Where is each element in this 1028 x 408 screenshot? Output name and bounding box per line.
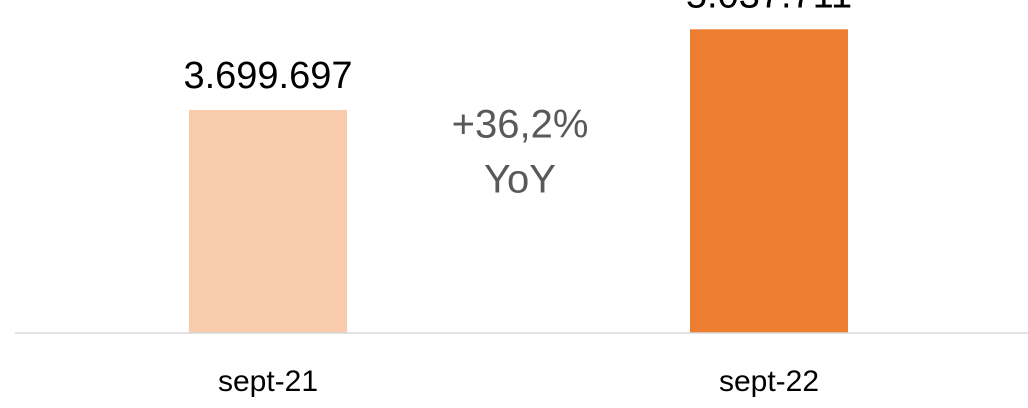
x-tick-label: sept-21 bbox=[218, 365, 318, 398]
value-label: 3.699.697 bbox=[183, 55, 352, 97]
value-label: 5.037.711 bbox=[686, 0, 852, 16]
bar bbox=[189, 109, 347, 333]
annotation: +36,2% bbox=[452, 103, 589, 147]
bar bbox=[690, 29, 848, 334]
annotation: YoY bbox=[484, 158, 556, 202]
x-tick-label: sept-22 bbox=[719, 365, 819, 398]
